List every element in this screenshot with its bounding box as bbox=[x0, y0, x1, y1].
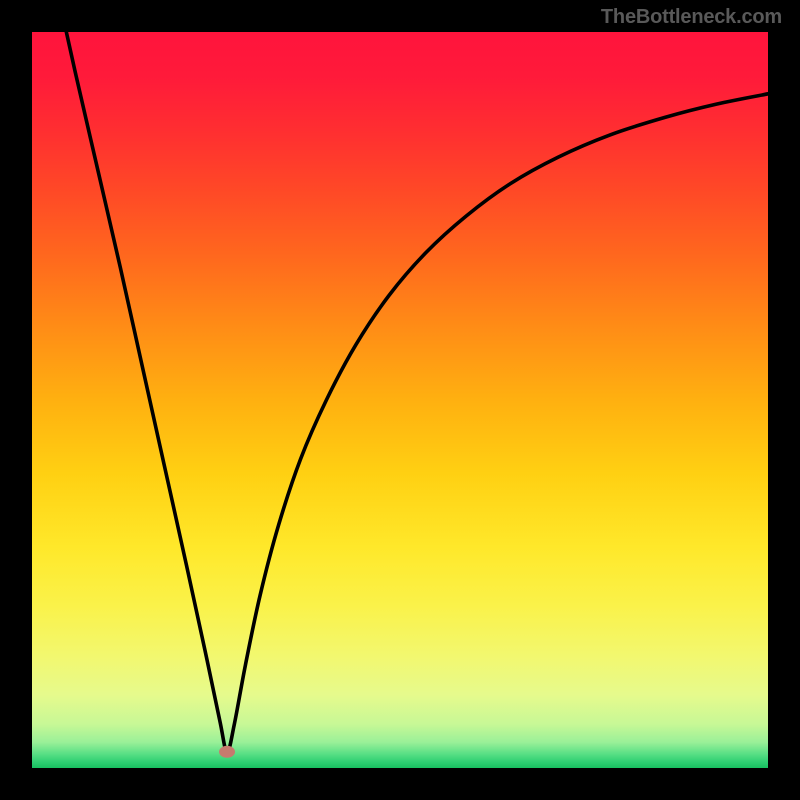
gradient-background bbox=[32, 32, 768, 768]
watermark-text: TheBottleneck.com bbox=[601, 6, 782, 29]
chart-container: TheBottleneck.com bbox=[0, 0, 800, 800]
minimum-marker bbox=[219, 746, 235, 758]
plot-area bbox=[32, 32, 768, 768]
plot-svg bbox=[32, 32, 768, 768]
